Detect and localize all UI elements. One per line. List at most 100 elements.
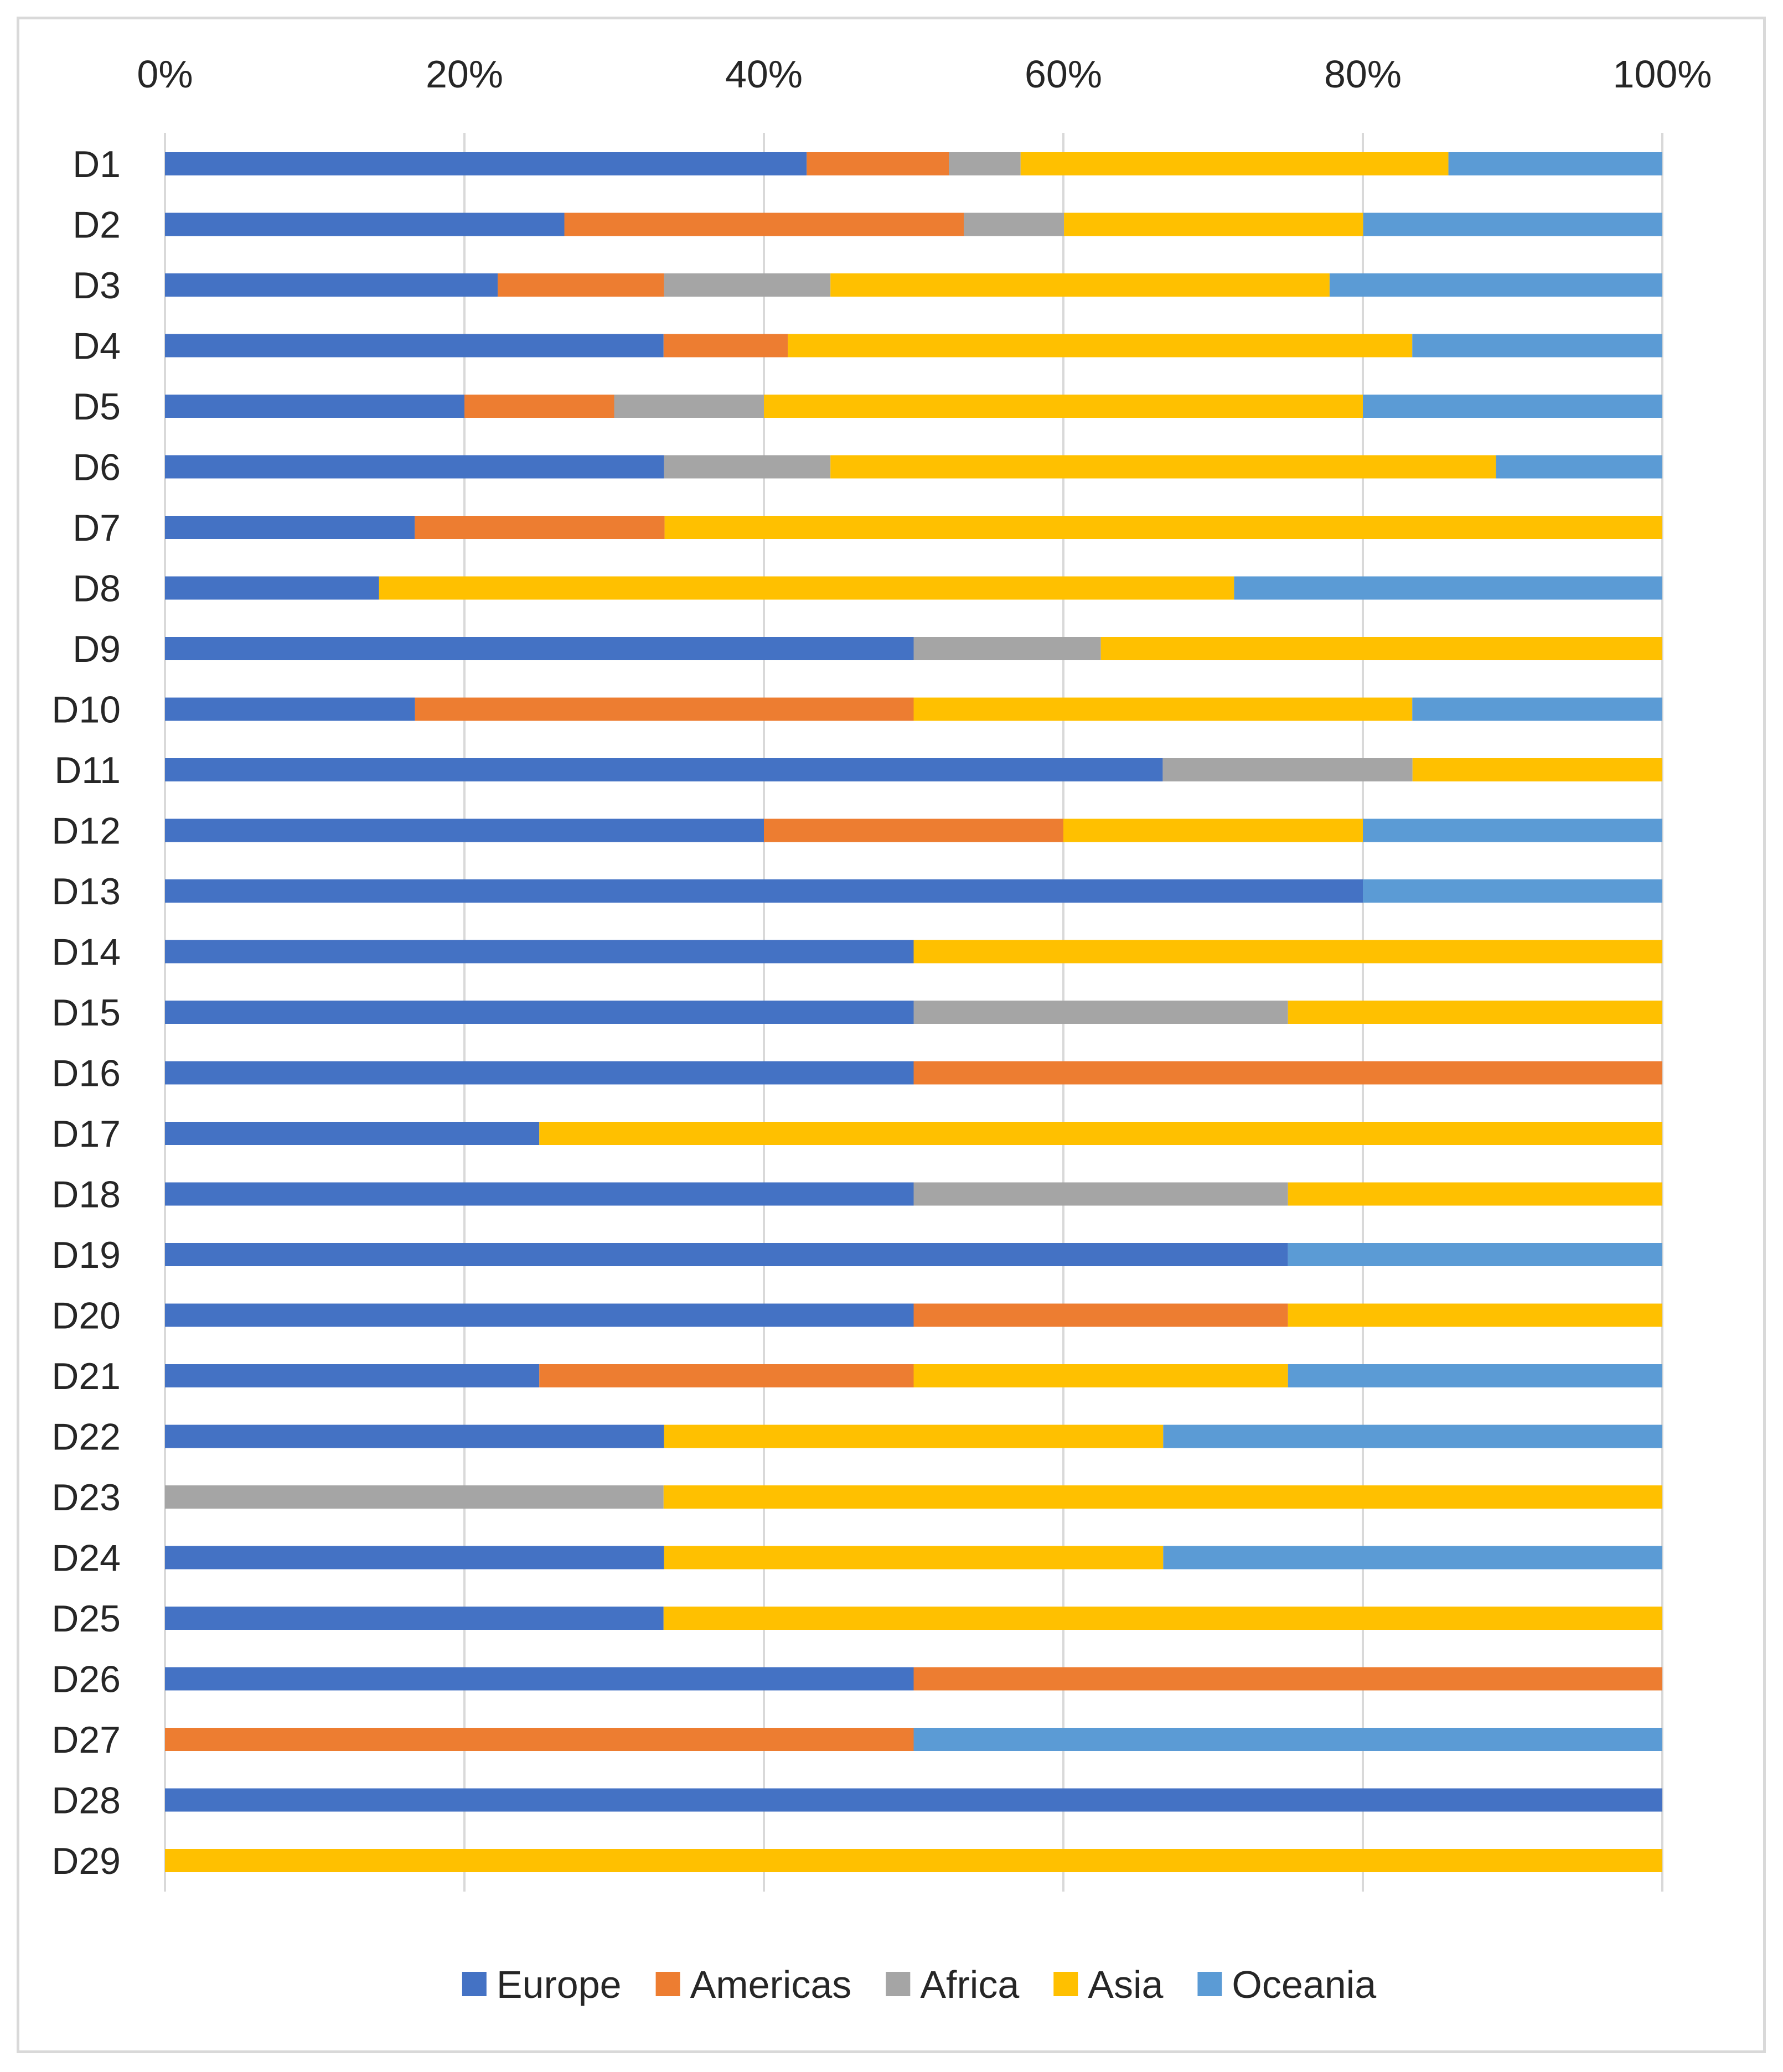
bar-segment-d6-asia bbox=[830, 455, 1496, 479]
category-label: D25 bbox=[51, 1598, 121, 1640]
x-tick-label: 80% bbox=[1324, 53, 1402, 96]
bar-segment-d7-americas bbox=[415, 516, 665, 539]
legend-swatch-oceania bbox=[1197, 1972, 1222, 1996]
bar-segment-d12-asia bbox=[1063, 819, 1363, 842]
bar-segment-d1-oceania bbox=[1448, 152, 1662, 175]
x-axis-tick-labels: 0% 20% 40% 60% 80% 100% bbox=[137, 53, 1712, 96]
bar-segment-d24-oceania bbox=[1163, 1546, 1662, 1569]
bar-segment-d2-africa bbox=[964, 213, 1064, 236]
bar-segment-d20-asia bbox=[1288, 1303, 1662, 1327]
bar-segment-d1-americas bbox=[807, 152, 949, 175]
bar-segment-d18-asia bbox=[1288, 1182, 1662, 1206]
bar-segment-d12-europe bbox=[165, 819, 764, 842]
category-label: D1 bbox=[73, 143, 121, 185]
bar-segment-d3-africa bbox=[664, 273, 831, 297]
x-tick-label: 20% bbox=[426, 53, 503, 96]
legend-swatch-americas bbox=[655, 1972, 680, 1996]
bar-segment-d28-europe bbox=[165, 1788, 1662, 1812]
category-label: D13 bbox=[51, 871, 121, 913]
category-label: D4 bbox=[73, 325, 121, 367]
bar-segment-d5-africa bbox=[614, 395, 764, 418]
bar-segment-d21-europe bbox=[165, 1364, 540, 1387]
category-label: D22 bbox=[51, 1416, 121, 1458]
category-label: D17 bbox=[51, 1113, 121, 1155]
legend-label-oceania: Oceania bbox=[1232, 1963, 1376, 2006]
category-label: D6 bbox=[73, 447, 121, 489]
category-label: D28 bbox=[51, 1780, 121, 1822]
bar-segment-d4-asia bbox=[788, 334, 1413, 358]
bar-segment-d20-europe bbox=[165, 1303, 914, 1327]
bar-segment-d3-oceania bbox=[1329, 273, 1662, 297]
bar-segment-d15-europe bbox=[165, 1001, 914, 1024]
legend-swatch-europe bbox=[462, 1972, 487, 1996]
category-label: D20 bbox=[51, 1295, 121, 1337]
y-axis-category-labels: D1 D2 D3 D4 D5 D6 D7 D8 D9 D10 D11 D12 D13 D14 D15 D16 D… bbox=[51, 143, 121, 1882]
bar-segment-d1-asia bbox=[1020, 152, 1449, 175]
category-label: D16 bbox=[51, 1053, 121, 1095]
x-tick-label: 60% bbox=[1025, 53, 1102, 96]
bar-segment-d5-oceania bbox=[1363, 395, 1662, 418]
bar-segment-d26-americas bbox=[913, 1667, 1662, 1691]
bar-segment-d23-africa bbox=[165, 1485, 664, 1509]
bar-segment-d13-oceania bbox=[1363, 879, 1662, 903]
bar-segment-d16-americas bbox=[913, 1061, 1662, 1085]
bar-segment-d9-europe bbox=[165, 637, 914, 660]
bar-segment-d26-europe bbox=[165, 1667, 914, 1691]
bar-segment-d11-europe bbox=[165, 758, 1163, 781]
bar-segment-d12-oceania bbox=[1363, 819, 1662, 842]
bar-segment-d4-oceania bbox=[1412, 334, 1662, 358]
category-label: D9 bbox=[73, 628, 121, 670]
bar-segment-d20-americas bbox=[913, 1303, 1288, 1327]
bar-segment-d14-europe bbox=[165, 940, 914, 964]
legend-swatch-asia bbox=[1053, 1972, 1078, 1996]
category-label: D8 bbox=[73, 568, 121, 610]
bar-segment-d22-oceania bbox=[1163, 1424, 1662, 1448]
category-label: D24 bbox=[51, 1537, 121, 1579]
bar-segment-d6-africa bbox=[664, 455, 831, 479]
category-label: D29 bbox=[51, 1840, 121, 1882]
bar-segment-d14-asia bbox=[913, 940, 1662, 964]
category-label: D3 bbox=[73, 265, 121, 307]
bar-segment-d2-oceania bbox=[1363, 213, 1662, 236]
bar-segment-d13-europe bbox=[165, 879, 1363, 903]
bar-segment-d8-europe bbox=[165, 576, 379, 600]
category-label: D7 bbox=[73, 507, 121, 549]
bar-segment-d6-oceania bbox=[1496, 455, 1662, 479]
bar-segment-d24-asia bbox=[664, 1546, 1164, 1569]
bar-segment-d6-europe bbox=[165, 455, 664, 479]
bar-segment-d10-oceania bbox=[1412, 697, 1662, 721]
bar-segment-d9-africa bbox=[913, 637, 1101, 660]
bar-segment-d5-europe bbox=[165, 395, 464, 418]
bar-segment-d3-americas bbox=[498, 273, 664, 297]
bars bbox=[165, 152, 1662, 1872]
bar-segment-d8-asia bbox=[379, 576, 1234, 600]
bar-segment-d29-asia bbox=[165, 1849, 1662, 1872]
bar-segment-d24-europe bbox=[165, 1546, 664, 1569]
category-label: D21 bbox=[51, 1355, 121, 1397]
bar-segment-d3-asia bbox=[830, 273, 1330, 297]
bar-segment-d2-asia bbox=[1064, 213, 1363, 236]
bar-segment-d10-asia bbox=[913, 697, 1413, 721]
legend-swatch-africa bbox=[886, 1972, 911, 1996]
category-label: D18 bbox=[51, 1174, 121, 1216]
bar-segment-d22-asia bbox=[664, 1424, 1164, 1448]
category-label: D12 bbox=[51, 810, 121, 852]
bar-segment-d17-europe bbox=[165, 1122, 540, 1145]
bar-segment-d21-oceania bbox=[1288, 1364, 1662, 1387]
category-label: D19 bbox=[51, 1234, 121, 1276]
legend-label-africa: Africa bbox=[920, 1963, 1019, 2006]
x-tick-label: 100% bbox=[1613, 53, 1712, 96]
bar-segment-d27-americas bbox=[165, 1728, 914, 1751]
bar-segment-d27-oceania bbox=[913, 1728, 1662, 1751]
bar-segment-d4-europe bbox=[165, 334, 664, 358]
bar-segment-d15-africa bbox=[913, 1001, 1288, 1024]
bar-segment-d11-africa bbox=[1162, 758, 1413, 781]
bar-segment-d21-americas bbox=[539, 1364, 914, 1387]
category-label: D10 bbox=[51, 689, 121, 731]
bar-segment-d15-asia bbox=[1288, 1001, 1662, 1024]
category-label: D26 bbox=[51, 1659, 121, 1701]
bar-segment-d1-africa bbox=[949, 152, 1021, 175]
category-label: D2 bbox=[73, 204, 121, 246]
bar-segment-d10-europe bbox=[165, 697, 415, 721]
